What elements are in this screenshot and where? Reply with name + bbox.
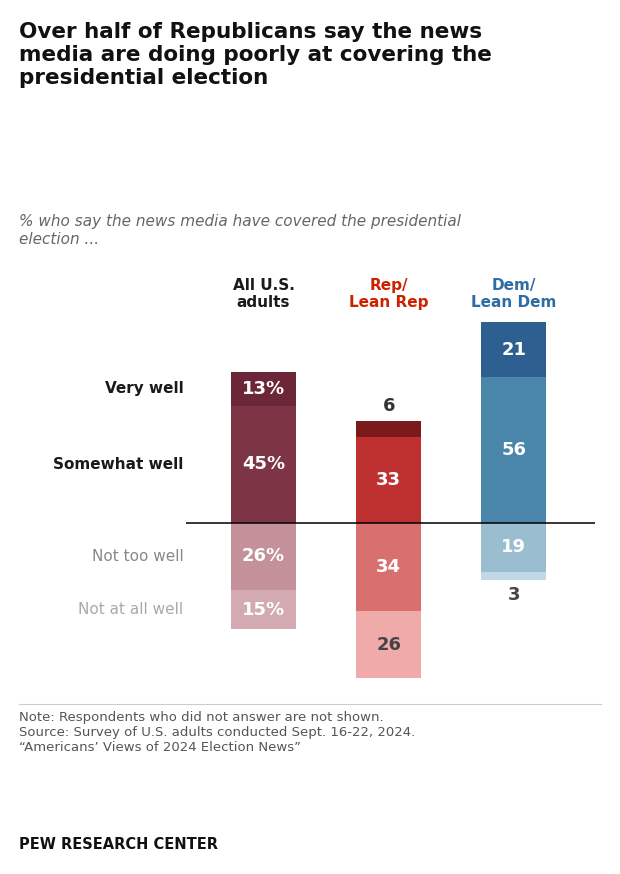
Text: PEW RESEARCH CENTER: PEW RESEARCH CENTER [19,837,218,852]
Text: 56: 56 [502,440,526,459]
Bar [481,572,546,579]
Bar [231,523,296,590]
Text: 45%: 45% [242,455,285,473]
Text: Very well: Very well [105,381,184,396]
Text: 26: 26 [376,635,401,654]
Text: 13%: 13% [242,379,285,398]
Text: 34: 34 [376,558,401,576]
Text: Not too well: Not too well [92,549,184,564]
Bar [356,523,421,611]
Text: 3: 3 [508,586,520,604]
Text: 21: 21 [502,341,526,358]
Bar [231,590,296,629]
Text: % who say the news media have covered the presidential
election ...: % who say the news media have covered th… [19,214,461,246]
Bar [481,523,546,572]
Bar [356,611,421,678]
Text: 19: 19 [502,538,526,556]
Text: Dem/
Lean Dem: Dem/ Lean Dem [471,278,557,310]
Bar [231,406,296,523]
Text: Somewhat well: Somewhat well [53,456,184,472]
Bar [356,437,421,523]
Text: 6: 6 [383,397,395,414]
Text: Over half of Republicans say the news
media are doing poorly at covering the
pre: Over half of Republicans say the news me… [19,22,492,88]
Text: Not at all well: Not at all well [78,602,184,617]
Text: 33: 33 [376,470,401,489]
Bar [481,377,546,523]
Bar [356,421,421,437]
Text: 26%: 26% [242,547,285,565]
Text: Rep/
Lean Rep: Rep/ Lean Rep [349,278,428,310]
Bar [481,323,546,377]
Text: 15%: 15% [242,600,285,619]
Text: Note: Respondents who did not answer are not shown.
Source: Survey of U.S. adult: Note: Respondents who did not answer are… [19,711,415,753]
Text: All U.S.
adults: All U.S. adults [232,278,294,310]
Bar [231,371,296,406]
